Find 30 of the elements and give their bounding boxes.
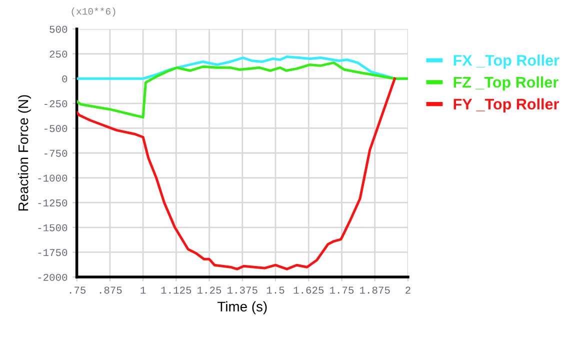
legend-label: FZ _Top Roller	[454, 76, 558, 91]
x-tick-label: 1	[140, 286, 146, 294]
x-tick-label: 1.125	[161, 286, 192, 294]
y-axis-title: Reaction Force (N)	[18, 95, 31, 211]
y-tick-label: -250	[44, 100, 68, 108]
x-tick-label: 1.5	[266, 286, 284, 294]
y-tick-label: -1750	[38, 249, 68, 256]
x-axis-title: Time (s)	[218, 301, 267, 314]
legend-label: FY _Top Roller	[454, 98, 559, 113]
x-tick-label: .875	[100, 286, 122, 294]
legend-label: FX _Top Roller	[454, 54, 560, 69]
y-tick-label: 0	[62, 75, 68, 82]
x-tick-label: 2	[406, 286, 410, 294]
y-tick-label: 500	[50, 26, 68, 33]
y-tick-label: -1250	[38, 199, 68, 206]
y-tick-label: -1000	[38, 174, 68, 182]
text: (x10**6)	[72, 8, 116, 17]
x-tick-label: 1.875	[360, 286, 390, 294]
y-tick-label: -500	[44, 125, 68, 132]
line-series	[76, 61, 408, 119]
x-tick-label: 1.75	[330, 286, 354, 294]
y-tick-label: -2000	[38, 274, 68, 281]
y-tick-label: -1500	[38, 224, 68, 232]
y-tick-label: 250	[50, 50, 68, 58]
x-tick-label: 1.625	[294, 286, 324, 294]
x-tick-label: 1.375	[228, 286, 258, 294]
line-series	[76, 77, 396, 270]
x-tick-label: .75	[70, 286, 86, 294]
x-tick-label: 1.25	[198, 286, 222, 294]
y-tick-label: -750	[44, 150, 68, 157]
